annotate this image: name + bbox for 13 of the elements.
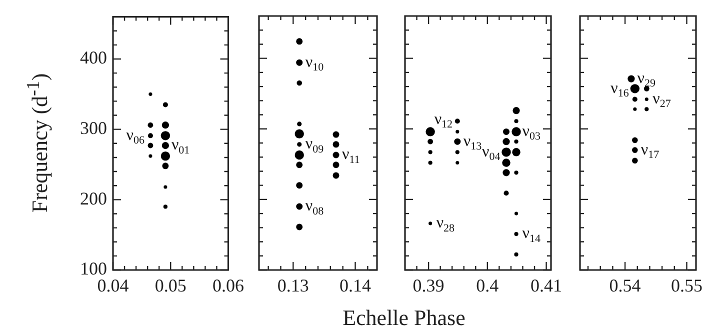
x-tick-label: 0.55 <box>670 276 702 296</box>
x-tick-label: 0.4 <box>476 276 499 296</box>
x-tick-label: 0.13 <box>277 276 309 296</box>
y-tick-label: 300 <box>80 118 107 138</box>
y-tick-label: 400 <box>80 48 107 68</box>
x-tick-label: 0.41 <box>530 276 562 296</box>
x-tick-label: 0.54 <box>609 276 641 296</box>
x-tick-label: 0.39 <box>412 276 444 296</box>
x-tick-label: 0.05 <box>154 276 186 296</box>
x-tick-label: 0.14 <box>340 276 372 296</box>
x-tick-label: 0.06 <box>212 276 244 296</box>
y-tick-label: 200 <box>80 188 107 208</box>
x-axis-title: Echelle Phase <box>342 305 466 331</box>
